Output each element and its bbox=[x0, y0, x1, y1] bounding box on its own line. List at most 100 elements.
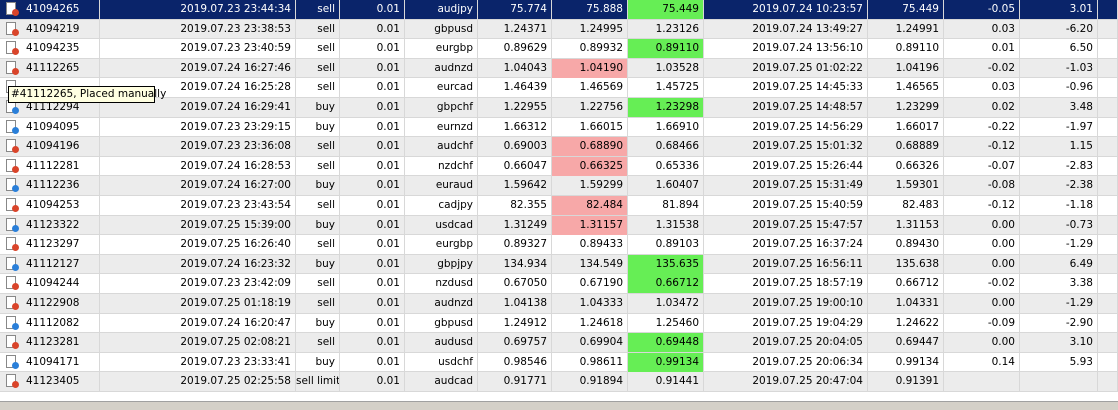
order-icon bbox=[6, 315, 16, 329]
cell: 1.04331 bbox=[868, 294, 944, 313]
cell: 0.99134 bbox=[628, 352, 704, 372]
cell: sell bbox=[296, 196, 340, 215]
cell: 1.46439 bbox=[478, 78, 552, 98]
cell: 0.91391 bbox=[868, 372, 944, 392]
order-row[interactable]: 41094244 2019.07.23 23:42:09 sell 0.01 nzdus… bbox=[0, 274, 1118, 294]
cell: 2019.07.25 02:08:21 bbox=[100, 333, 296, 353]
cell: 2019.07.24 16:23:32 bbox=[100, 254, 296, 274]
cell: sell bbox=[296, 235, 340, 255]
order-icon bbox=[6, 217, 16, 231]
order-row[interactable]: 41112127 2019.07.24 16:23:32 buy 0.01 gbpjpy… bbox=[0, 254, 1118, 275]
cell: sell bbox=[296, 58, 340, 78]
cell: 0.01 bbox=[340, 372, 405, 392]
cell: gbpusd bbox=[405, 19, 478, 39]
cell: cadjpy bbox=[405, 196, 478, 215]
cell: 41122908 bbox=[0, 294, 100, 313]
cell: -0.07 bbox=[944, 156, 1020, 176]
cell: 41123297 bbox=[0, 235, 100, 255]
cell: sell bbox=[296, 156, 340, 176]
cell: 3.48 bbox=[1020, 98, 1098, 117]
order-row[interactable]: 41094265 2019.07.23 23:44:34 sell 0.01 audjp… bbox=[0, 0, 1118, 20]
order-row[interactable]: 41123281 2019.07.25 02:08:21 sell 0.01 audus… bbox=[0, 333, 1118, 353]
cell: buy bbox=[296, 98, 340, 117]
cell bbox=[1098, 333, 1118, 353]
order-row[interactable]: 41112236 2019.07.24 16:27:00 buy 0.01 euraud… bbox=[0, 176, 1118, 196]
order-row[interactable]: 41123322 2019.07.25 15:39:00 buy 0.01 usdcad… bbox=[0, 215, 1118, 236]
cell: 1.24622 bbox=[868, 313, 944, 333]
cell: audnzd bbox=[405, 294, 478, 313]
cell: 2019.07.25 20:47:04 bbox=[704, 372, 868, 392]
cell: 0.00 bbox=[944, 294, 1020, 313]
cell: 41123281 bbox=[0, 333, 100, 353]
cell bbox=[1020, 372, 1098, 392]
cell: 41094196 bbox=[0, 137, 100, 157]
order-row[interactable]: 41123405 2019.07.25 02:25:58 sell limit 0.0… bbox=[0, 372, 1118, 392]
cell bbox=[1098, 215, 1118, 235]
cell: 82.355 bbox=[478, 196, 552, 215]
cell: 3.01 bbox=[1020, 0, 1098, 19]
cell: 1.23298 bbox=[628, 98, 704, 117]
cell: 2019.07.25 16:26:40 bbox=[100, 235, 296, 255]
scrollbar[interactable] bbox=[0, 401, 1118, 410]
order-row[interactable]: 41123297 2019.07.25 16:26:40 sell 0.01 eurgb… bbox=[0, 235, 1118, 255]
order-row[interactable]: 41094235 2019.07.23 23:40:59 sell 0.01 eurgb… bbox=[0, 39, 1118, 59]
cell: 0.01 bbox=[340, 39, 405, 59]
order-row[interactable]: 41112265 2019.07.24 16:27:46 sell 0.01 audnz… bbox=[0, 58, 1118, 79]
cell: audcad bbox=[405, 372, 478, 392]
order-row[interactable]: 2019.07.24 16:25:28 sell 0.01 eurcad 1.46439… bbox=[0, 78, 1118, 98]
cell: 0.68889 bbox=[868, 137, 944, 157]
cell: 0.89629 bbox=[478, 39, 552, 59]
order-icon-dot bbox=[12, 381, 19, 389]
order-icon bbox=[6, 354, 16, 368]
order-row[interactable]: 41112082 2019.07.24 16:20:47 buy 0.01 gbpusd… bbox=[0, 313, 1118, 334]
cell: 0.00 bbox=[944, 254, 1020, 274]
cell: 0.01 bbox=[340, 352, 405, 372]
order-row[interactable]: 41094171 2019.07.23 23:33:41 buy 0.01 usdchf… bbox=[0, 352, 1118, 373]
cell bbox=[1098, 176, 1118, 196]
cell: -2.38 bbox=[1020, 176, 1098, 196]
order-row[interactable]: 41094196 2019.07.23 23:36:08 sell 0.01 audch… bbox=[0, 137, 1118, 157]
order-row[interactable]: 41094095 2019.07.23 23:29:15 buy 0.01 eurnzd… bbox=[0, 117, 1118, 138]
cell: 1.59642 bbox=[478, 176, 552, 196]
cell: audjpy bbox=[405, 0, 478, 19]
cell: 0.01 bbox=[340, 156, 405, 176]
cell: eurgbp bbox=[405, 235, 478, 255]
order-row[interactable]: 41094219 2019.07.23 23:38:53 sell 0.01 gbpus… bbox=[0, 19, 1118, 40]
order-icon-dot bbox=[12, 48, 19, 56]
cell bbox=[944, 372, 1020, 392]
cell: 82.484 bbox=[552, 196, 628, 215]
cell: -0.22 bbox=[944, 117, 1020, 137]
cell: 0.89433 bbox=[552, 235, 628, 255]
cell: 2019.07.24 16:28:53 bbox=[100, 156, 296, 176]
order-row[interactable]: 41094253 2019.07.23 23:43:54 sell 0.01 cadjp… bbox=[0, 196, 1118, 216]
cell: 0.69904 bbox=[552, 333, 628, 353]
cell: -1.18 bbox=[1020, 196, 1098, 215]
cell: 75.449 bbox=[868, 0, 944, 19]
cell: 0.66047 bbox=[478, 156, 552, 176]
cell: 134.549 bbox=[552, 254, 628, 274]
cell: 41112236 bbox=[0, 176, 100, 196]
cell: 2019.07.25 16:56:11 bbox=[704, 254, 868, 274]
order-icon-dot bbox=[12, 146, 19, 154]
cell: 41112082 bbox=[0, 313, 100, 333]
cell: 1.25460 bbox=[628, 313, 704, 333]
cell: 0.01 bbox=[340, 333, 405, 353]
cell bbox=[1098, 39, 1118, 59]
cell: 1.22955 bbox=[478, 98, 552, 117]
cell: 0.91771 bbox=[478, 372, 552, 392]
cell: buy bbox=[296, 313, 340, 333]
cell: 0.01 bbox=[340, 215, 405, 235]
cell: 2019.07.24 16:20:47 bbox=[100, 313, 296, 333]
cell: 2019.07.25 14:56:29 bbox=[704, 117, 868, 137]
cell: 1.04333 bbox=[552, 294, 628, 313]
cell: 0.01 bbox=[340, 58, 405, 78]
cell: buy bbox=[296, 176, 340, 196]
cell: 0.69448 bbox=[628, 333, 704, 353]
cell: sell bbox=[296, 333, 340, 353]
order-icon-dot bbox=[12, 361, 19, 369]
order-row[interactable]: 41112281 2019.07.24 16:28:53 sell 0.01 nzdch… bbox=[0, 156, 1118, 177]
cell: sell bbox=[296, 78, 340, 98]
order-row[interactable]: 41122908 2019.07.25 01:18:19 sell 0.01 audnz… bbox=[0, 294, 1118, 314]
cell: 1.60407 bbox=[628, 176, 704, 196]
order-row[interactable]: 41112294 2019.07.24 16:29:41 buy 0.01 gbpchf… bbox=[0, 98, 1118, 118]
